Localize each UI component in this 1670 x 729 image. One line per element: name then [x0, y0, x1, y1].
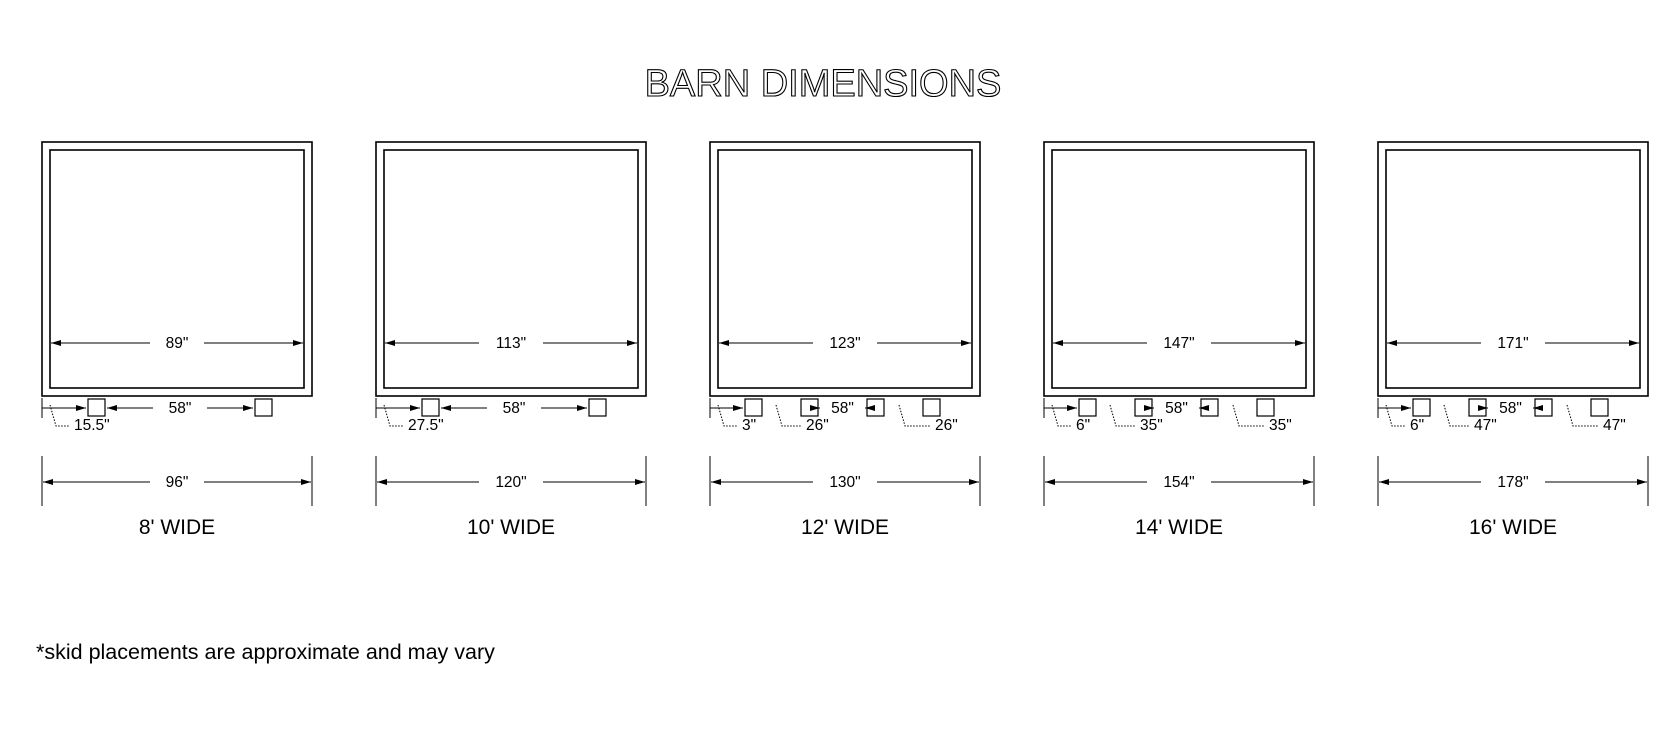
offset-dimension: 47" [1603, 417, 1626, 434]
barn-width-label: 8' WIDE [139, 516, 215, 539]
skid-gap-dimension: 58" [831, 400, 854, 417]
offset-dimension: 47" [1474, 417, 1497, 434]
offset-leader [383, 404, 404, 427]
offset-dimension: 27.5" [408, 417, 444, 434]
barn-outer-wall [709, 141, 981, 397]
offset-leader [1232, 404, 1265, 427]
interior-dimension: 113" [496, 335, 526, 352]
offset-leader [1051, 404, 1072, 427]
barn-inner-wall [383, 149, 639, 389]
skid-placement-footnote: *skid placements are approximate and may… [36, 640, 495, 664]
offset-leader [49, 404, 70, 427]
barn-inner-wall [1385, 149, 1641, 389]
skid [866, 398, 885, 417]
skid [1412, 398, 1431, 417]
overall-dimension: 154" [1163, 474, 1194, 491]
barn-outer-wall [375, 141, 647, 397]
offset-dimension: 3" [742, 417, 756, 434]
skid [1256, 398, 1275, 417]
interior-dimension: 123" [829, 335, 860, 352]
interior-dimension: 89" [166, 335, 189, 352]
barn-inner-wall [1051, 149, 1307, 389]
overall-dimension: 96" [166, 474, 189, 491]
skid [1590, 398, 1609, 417]
offset-leader [775, 404, 802, 427]
barn-outer-wall [1043, 141, 1315, 397]
offset-dimension: 35" [1140, 417, 1163, 434]
overall-dimension: 178" [1497, 474, 1528, 491]
offset-dimension: 15.5" [74, 417, 110, 434]
overall-dimension: 130" [829, 474, 860, 491]
skid [1134, 398, 1153, 417]
barn-14ft: 147" 58" 6" 35" 35" 154" 14' WIDE [1043, 141, 1315, 539]
offset-dimension: 35" [1269, 417, 1292, 434]
offset-leader [717, 404, 738, 427]
skid [744, 398, 763, 417]
offset-leader [1109, 404, 1136, 427]
skid [1200, 398, 1219, 417]
offset-leader [1385, 404, 1406, 427]
offset-leader [898, 404, 931, 427]
barn-width-label: 14' WIDE [1135, 516, 1223, 539]
barn-width-label: 16' WIDE [1469, 516, 1557, 539]
skid [1078, 398, 1097, 417]
barn-width-label: 12' WIDE [801, 516, 889, 539]
barn-inner-wall [717, 149, 973, 389]
barn-outer-wall [41, 141, 313, 397]
offset-leader [1443, 404, 1470, 427]
offset-dimension: 6" [1410, 417, 1424, 434]
interior-dimension: 147" [1163, 335, 1194, 352]
skid-gap-dimension: 58" [1499, 400, 1522, 417]
skid [922, 398, 941, 417]
offset-leader [1566, 404, 1599, 427]
skid-gap-dimension: 58" [1165, 400, 1188, 417]
barn-8ft: 89" 58" 15.5" 96" 8' WIDE [41, 141, 313, 539]
skid [87, 398, 106, 417]
barn-10ft: 113" 58" 27.5" 120" 10' WIDE [375, 141, 647, 539]
interior-dimension: 171" [1497, 335, 1528, 352]
barn-16ft: 171" 58" 6" 47" 47" 178" 16' WIDE [1377, 141, 1649, 539]
skid-gap-dimension: 58" [503, 400, 526, 417]
skid [254, 398, 273, 417]
skid-gap-dimension: 58" [169, 400, 192, 417]
skid [1468, 398, 1487, 417]
offset-dimension: 6" [1076, 417, 1090, 434]
skid [588, 398, 607, 417]
page-title: BARN DIMENSIONS [645, 63, 1002, 105]
skid [1534, 398, 1553, 417]
offset-dimension: 26" [935, 417, 958, 434]
skid [800, 398, 819, 417]
offset-dimension: 26" [806, 417, 829, 434]
overall-dimension: 120" [495, 474, 526, 491]
barn-outer-wall [1377, 141, 1649, 397]
barn-inner-wall [49, 149, 305, 389]
barn-12ft: 123" 58" 3" 26" 26" 130" 12' WIDE [709, 141, 981, 539]
barn-width-label: 10' WIDE [467, 516, 555, 539]
skid [421, 398, 440, 417]
